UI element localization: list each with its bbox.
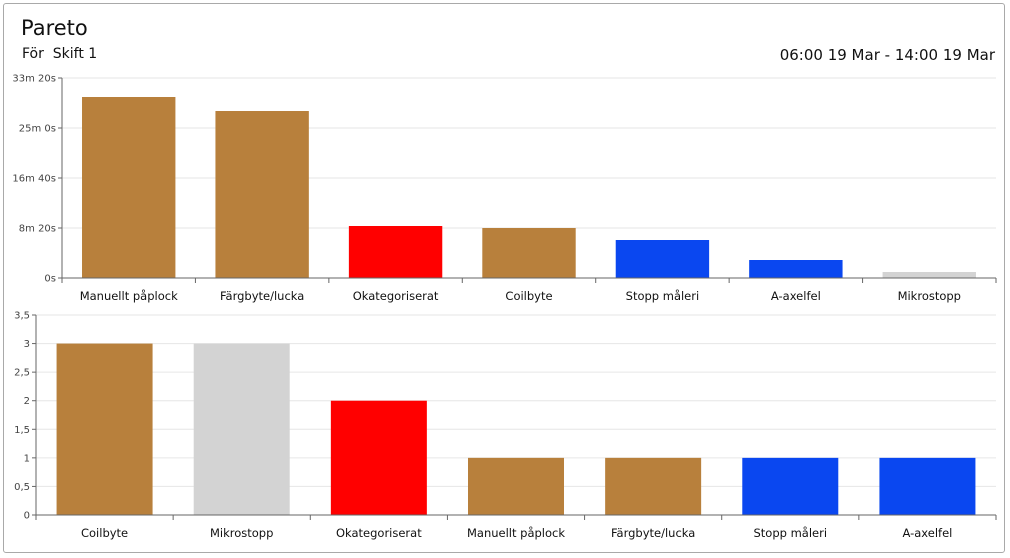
- bar: [615, 240, 710, 278]
- bar: [330, 400, 427, 515]
- x-tick-label: Coilbyte: [505, 289, 552, 303]
- x-tick-label: Manuellt påplock: [467, 526, 565, 540]
- y-tick-label: 2: [24, 396, 30, 407]
- y-tick-label: 1: [24, 453, 30, 464]
- x-tick-label: Manuellt påplock: [80, 289, 178, 303]
- bar: [468, 457, 564, 515]
- x-tick-label: Färgbyte/lucka: [611, 526, 695, 540]
- x-tick-label: Stopp måleri: [626, 289, 700, 303]
- bar: [879, 457, 976, 515]
- y-tick-label: 33m 20s: [12, 74, 56, 85]
- shift-subtitle: För Skift 1: [22, 46, 97, 62]
- time-range: 06:00 19 Mar - 14:00 19 Mar: [780, 46, 995, 64]
- x-tick-label: Färgbyte/lucka: [220, 289, 304, 303]
- bar: [348, 226, 443, 278]
- range-separator: -: [884, 46, 891, 64]
- y-tick-label: 0,5: [14, 482, 30, 493]
- subtitle-prefix: För: [22, 46, 44, 62]
- y-tick-label: 3: [24, 339, 30, 350]
- bar: [482, 228, 576, 278]
- x-tick-label: Mikrostopp: [898, 289, 961, 303]
- x-tick-label: Okategoriserat: [336, 526, 422, 540]
- y-tick-label: 8m 20s: [19, 224, 56, 235]
- y-tick-label: 25m 0s: [19, 124, 56, 135]
- y-tick-label: 0s: [44, 274, 56, 285]
- bar: [742, 457, 839, 515]
- bar: [82, 97, 176, 278]
- x-tick-label: Stopp måleri: [754, 526, 828, 540]
- bar: [56, 343, 153, 515]
- shift-name: Skift 1: [52, 46, 98, 62]
- range-to: 14:00 19 Mar: [894, 46, 995, 64]
- bar: [215, 111, 309, 278]
- bar: [749, 260, 843, 278]
- x-tick-label: A-axelfel: [771, 289, 821, 303]
- bar: [605, 457, 702, 515]
- y-tick-label: 1,5: [14, 425, 30, 436]
- y-tick-label: 0: [24, 511, 30, 522]
- x-tick-label: Mikrostopp: [210, 526, 273, 540]
- x-tick-label: Coilbyte: [81, 526, 128, 540]
- y-tick-label: 16m 40s: [12, 174, 56, 185]
- page-title: Pareto: [21, 16, 88, 40]
- range-from: 06:00 19 Mar: [779, 46, 880, 64]
- bar: [882, 272, 976, 278]
- y-tick-label: 3,5: [14, 311, 30, 322]
- x-tick-label: A-axelfel: [902, 526, 952, 540]
- x-tick-label: Okategoriserat: [353, 289, 439, 303]
- y-tick-label: 2,5: [14, 368, 30, 379]
- bar: [193, 343, 290, 515]
